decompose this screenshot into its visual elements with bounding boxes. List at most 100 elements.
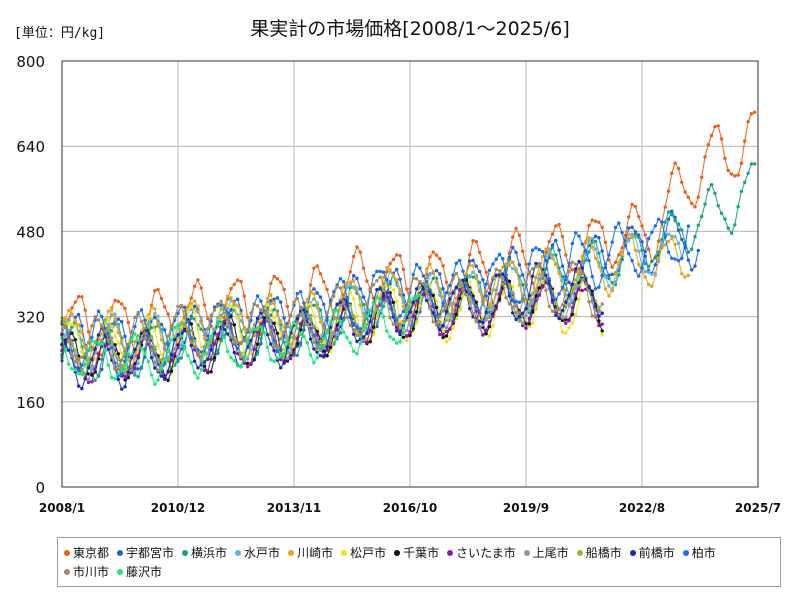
data-point [514,310,518,315]
data-point [567,261,571,266]
data-point [76,371,81,376]
data-point [182,346,187,351]
data-point [567,270,571,274]
data-point [83,352,87,356]
data-point [342,280,346,284]
data-point [315,356,319,360]
data-point [189,343,193,348]
data-point [477,320,482,324]
data-point [521,321,525,325]
data-point [265,308,270,313]
y-tick-label: 160 [16,394,45,412]
data-point [308,337,313,341]
data-point [192,299,197,303]
data-point [444,303,449,308]
data-point [305,317,309,321]
data-point [73,338,78,342]
data-point [517,311,522,315]
data-point [613,260,618,264]
data-point [610,240,614,244]
data-point [593,287,598,291]
legend-item: 宇都宮市 [117,543,174,562]
data-point [113,352,117,356]
data-point [577,267,581,271]
data-point [577,272,581,276]
data-point [103,318,107,322]
data-point [458,288,462,292]
data-point [560,308,565,313]
data-point [269,293,273,297]
data-point [93,315,97,319]
data-point [507,257,512,262]
data-point [269,308,273,312]
data-point [298,321,303,326]
data-point [279,347,283,351]
data-point [189,360,193,365]
data-point [408,304,412,309]
data-point [285,304,290,309]
data-point [83,308,87,312]
data-point [219,299,223,304]
data-point [709,183,714,187]
data-point [295,316,299,321]
legend-label: さいたま市 [456,546,516,560]
data-point [236,278,240,282]
data-point [186,331,190,335]
data-point [236,304,240,308]
data-point [192,310,197,314]
data-point [408,287,412,291]
data-point [504,263,508,267]
data-point [315,305,319,310]
data-point [590,245,594,249]
data-point [723,217,727,221]
data-point [149,356,154,360]
data-point [149,334,154,339]
data-point [438,287,442,291]
data-point [458,278,462,283]
data-point [471,311,475,315]
data-point [597,323,601,328]
data-point [464,283,468,287]
data-point [196,328,200,332]
data-point [163,347,167,351]
data-point [411,315,415,319]
data-point [269,319,273,323]
data-point [73,324,78,328]
data-point [421,274,425,278]
data-point [239,334,243,339]
data-point [76,357,81,361]
data-point [663,205,667,209]
data-point [557,271,561,275]
data-point [448,336,452,341]
data-point [593,247,598,251]
data-point [159,329,164,334]
data-point [192,304,197,308]
legend-marker [394,549,401,556]
data-point [391,322,396,326]
data-point [355,333,359,337]
data-point [90,373,94,377]
legend-marker [341,549,348,556]
data-point [633,248,638,252]
data-point [617,221,621,225]
data-point [292,321,296,325]
data-point [395,318,399,322]
data-point [93,340,97,344]
data-point [431,311,435,315]
data-point [212,327,217,331]
data-point [474,264,478,268]
data-point [444,280,449,284]
data-point [219,321,223,325]
y-tick-label: 640 [16,138,45,156]
data-point [650,284,654,288]
data-point [524,326,528,330]
data-point [322,302,326,306]
data-point [126,358,130,362]
data-point [375,269,379,274]
data-point [176,355,180,359]
data-point [90,324,94,328]
data-point [133,325,137,329]
data-point [719,211,724,215]
data-point [461,269,465,273]
data-point [630,234,634,238]
